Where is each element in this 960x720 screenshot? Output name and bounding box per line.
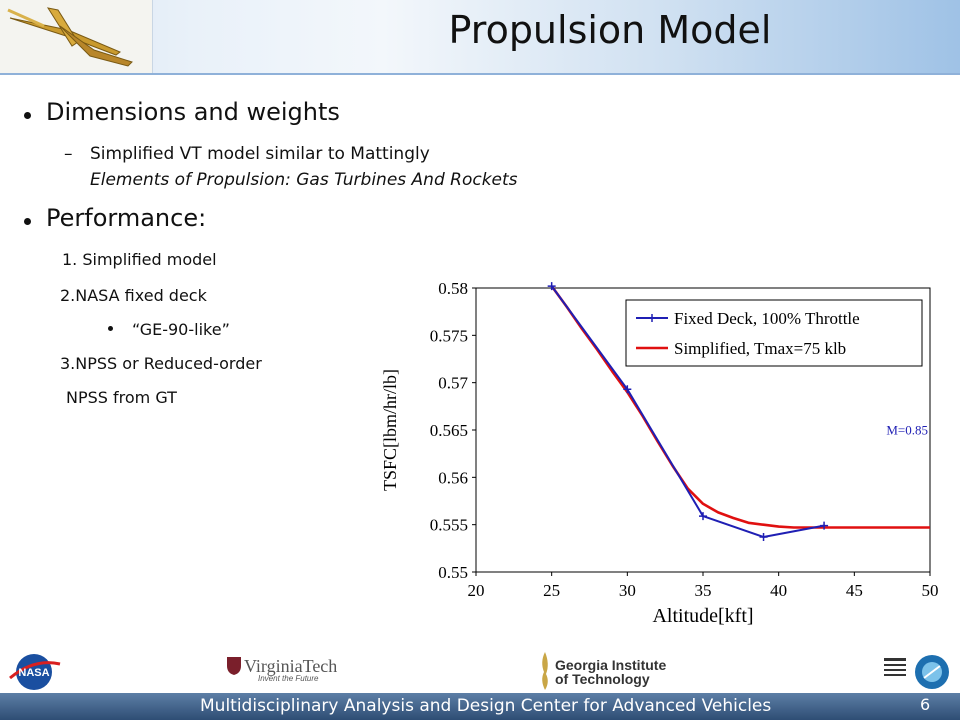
legend-box — [625, 299, 923, 367]
gt-logo-line1: Georgia Institute — [555, 657, 667, 673]
list-item-simplified-model: 1. Simplified model — [62, 250, 217, 269]
header-divider — [0, 73, 960, 75]
glider-logo — [0, 0, 153, 73]
x-tick-label: 40 — [770, 581, 787, 600]
gt-logo-line2: of Technology — [555, 671, 650, 687]
vt-logo-tagline: Invent the Future — [258, 674, 319, 683]
bullet-dot — [108, 326, 113, 331]
slide-title: Propulsion Model — [448, 8, 772, 52]
x-tick-label: 45 — [846, 581, 863, 600]
dash-marker: – — [64, 144, 73, 164]
svg-text:NASA: NASA — [18, 667, 49, 679]
x-tick-label: 50 — [922, 581, 939, 600]
list-item-nasa-fixed-deck: 2.NASA fixed deck — [60, 286, 207, 305]
nia-logo — [884, 655, 949, 689]
data-point — [623, 385, 632, 394]
bullet-dimensions: Dimensions and weights — [46, 98, 340, 126]
x-tick-label: 35 — [695, 581, 712, 600]
data-point — [547, 282, 556, 291]
data-point — [759, 532, 768, 541]
bullet-dot — [24, 112, 31, 119]
gt-logo: Georgia Institute of Technology — [555, 658, 666, 686]
data-point — [699, 512, 707, 521]
y-tick-label: 0.575 — [430, 326, 468, 345]
y-tick-label: 0.55 — [438, 563, 468, 582]
footer-title: Multidisciplinary Analysis and Design Ce… — [200, 696, 772, 716]
legend-label: Simplified, Tmax=75 klb — [674, 339, 846, 358]
x-tick-label: 20 — [468, 581, 485, 600]
sub-bullet-vt-model: Simplified VT model similar to Mattingly — [90, 144, 430, 164]
y-tick-label: 0.57 — [438, 374, 468, 393]
y-tick-label: 0.565 — [430, 421, 468, 440]
nasa-logo: NASA — [9, 654, 61, 690]
mach-annotation: M=0.85 — [886, 423, 928, 438]
x-tick-label: 25 — [543, 581, 560, 600]
list-item-npss: 3.NPSS or Reduced-order — [60, 354, 262, 373]
footer-bar — [0, 693, 960, 720]
data-point — [820, 521, 829, 530]
x-axis-label: Altitude[kft] — [652, 605, 753, 627]
vt-shield-icon — [227, 657, 241, 675]
list-item-npss-gt: NPSS from GT — [66, 388, 177, 407]
x-tick-label: 30 — [619, 581, 636, 600]
bullet-performance: Performance: — [46, 204, 207, 232]
legend-marker — [648, 314, 656, 322]
list-item-ge90: “GE-90-like” — [132, 320, 230, 339]
y-tick-label: 0.58 — [438, 279, 468, 298]
page-number: 6 — [920, 695, 931, 714]
sub-bullet-book-title: Elements of Propulsion: Gas Turbines And… — [90, 170, 518, 190]
glider-icon — [7, 7, 133, 67]
y-tick-label: 0.555 — [430, 516, 468, 535]
tsfc-chart: Fixed Deck, 100% Throttle Simplified, Tma… — [380, 279, 939, 627]
legend-label: Fixed Deck, 100% Throttle — [674, 309, 860, 328]
y-tick-label: 0.56 — [438, 468, 468, 487]
gt-flame-icon — [542, 652, 548, 690]
y-axis-label: TSFC[lbm/hr/lb] — [380, 369, 400, 491]
series-line — [550, 285, 930, 529]
vt-logo-name: VirginiaTech — [244, 656, 338, 676]
header-band — [0, 0, 960, 75]
bullet-dot — [24, 218, 31, 225]
